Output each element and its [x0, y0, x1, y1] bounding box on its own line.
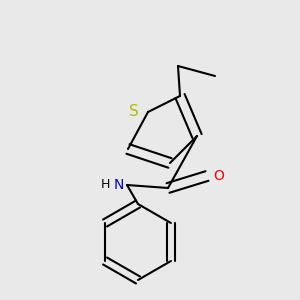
- Text: H: H: [100, 178, 110, 191]
- Text: S: S: [129, 104, 139, 119]
- Text: O: O: [214, 169, 224, 183]
- Text: N: N: [114, 178, 124, 192]
